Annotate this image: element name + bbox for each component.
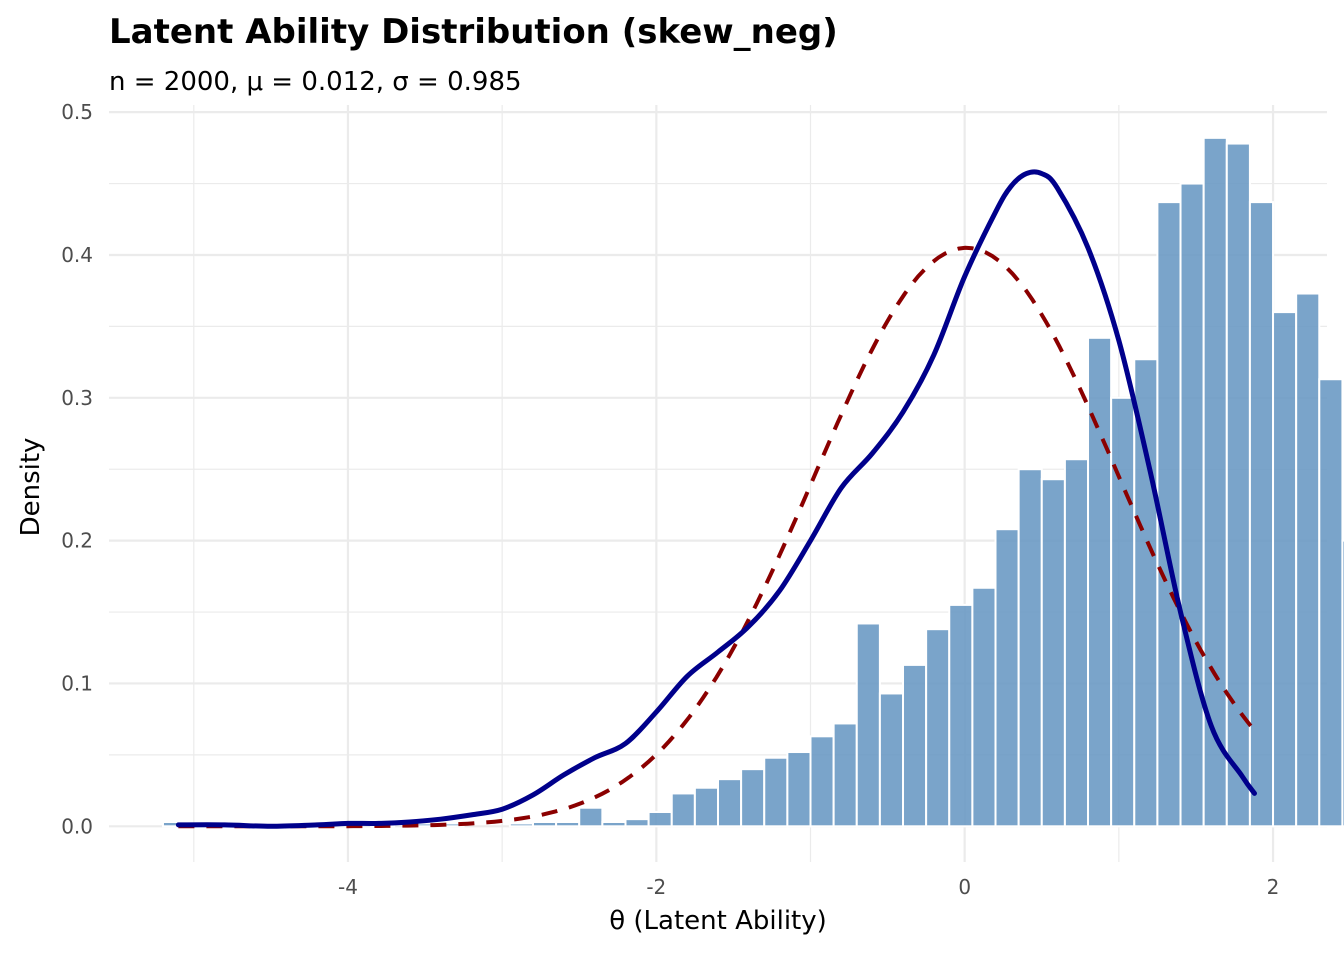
histogram-bar-44 [1179,182,1205,828]
histogram-bar-47 [1248,201,1275,828]
normal-density-curve [178,245,1257,829]
histogram-bar-41 [1110,396,1136,828]
histogram-bar-16 [531,821,558,828]
y-axis-ticks: 0.0 0.1 0.2 0.3 0.4 0.5 [61,100,93,838]
histogram-bar-29 [832,722,858,828]
histogram-bar-25 [740,768,766,828]
y-tick-label: 0.0 [61,814,93,838]
histogram-bar-33 [925,628,951,828]
y-axis-label: Density [16,438,46,537]
histogram-bar-34 [948,603,974,828]
histogram-bar-36 [994,528,1020,828]
histogram-bar-28 [809,735,835,828]
histogram-bar-46 [1225,142,1251,828]
histogram-bar-15 [508,822,534,828]
histogram-bar-21 [647,811,673,828]
y-tick-label: 0.3 [61,386,93,410]
x-axis-ticks: -4 -2 0 2 [338,875,1279,899]
x-tick-label: 2 [1267,875,1280,899]
histogram-bar-42 [1133,358,1159,828]
x-tick-label: -4 [338,875,358,899]
y-tick-label: 0.5 [61,100,93,124]
histogram-bar-50 [1318,378,1344,828]
y-tick-label: 0.1 [61,671,93,695]
histogram-bar-45 [1202,136,1228,828]
chart-title: Latent Ability Distribution (skew_neg) [109,12,838,52]
y-tick-label: 0.4 [61,243,93,267]
histogram-bar-26 [763,756,789,828]
histogram-bar-20 [624,818,650,828]
density-curves [175,169,1257,829]
histogram-bar-17 [555,821,581,828]
y-tick-label: 0.2 [61,529,93,553]
kernel-density-curve [175,169,1257,829]
histogram-bar-19 [601,821,627,828]
histogram-bar-39 [1063,458,1090,828]
histogram-bar-49 [1295,292,1321,828]
histogram-bar-32 [902,663,928,828]
histogram-bar-18 [578,806,604,828]
x-tick-label: 0 [958,875,971,899]
histogram-bar-27 [786,751,812,828]
histogram-bar-40 [1087,336,1113,828]
chart-subtitle: n = 2000, μ = 0.012, σ = 0.985 [109,67,522,97]
histogram-bar-48 [1272,311,1298,828]
histogram-bar-38 [1040,478,1066,828]
histogram-bar-35 [971,586,997,828]
histogram-bar-51 [1341,539,1344,828]
histogram-bar-24 [717,778,743,828]
x-tick-label: -2 [646,875,666,899]
x-axis-label: θ (Latent Ability) [609,906,827,936]
histogram-bar-30 [855,622,881,828]
histogram-bar-37 [1017,468,1043,828]
histogram-bar-31 [878,692,905,828]
histogram-bars [161,136,1344,828]
histogram-bar-23 [693,786,719,828]
histogram-bar-22 [670,792,696,828]
